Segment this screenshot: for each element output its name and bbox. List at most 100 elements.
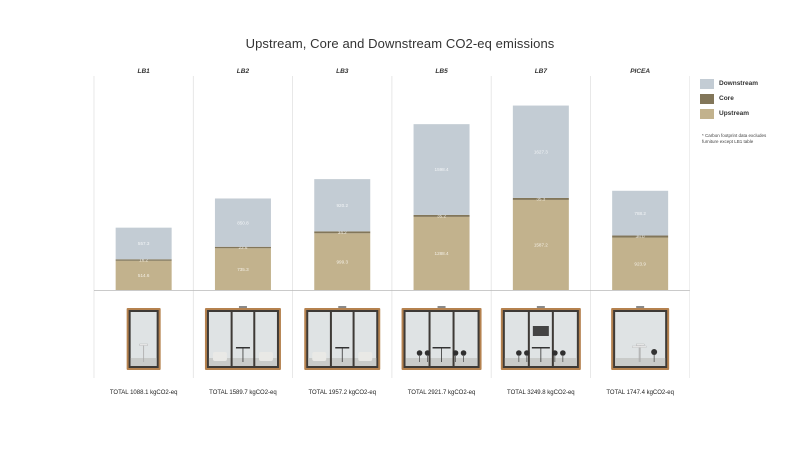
category-label-lb7: LB7 xyxy=(535,68,548,75)
pod-table-lb7 xyxy=(531,347,550,349)
bar-downstream-lb3 xyxy=(314,179,371,232)
pod-chair-lb7-3 xyxy=(560,350,566,356)
pod-table-picea xyxy=(632,345,647,348)
value-label-upstream-lb7: 1587.2 xyxy=(534,243,548,248)
pod-mullion-lb2-1 xyxy=(230,312,233,366)
value-label-core-picea: 36.0 xyxy=(636,234,645,239)
pod-top-vent-picea xyxy=(636,306,645,308)
bar-core-lb2 xyxy=(214,246,271,249)
legend-label-core: Core xyxy=(719,95,734,102)
pod-illustration-lb1 xyxy=(126,308,161,370)
total-label-lb3: TOTAL 1957.2 kgCO2-eq xyxy=(308,390,376,396)
value-label-upstream-picea: 923.9 xyxy=(634,261,646,266)
pod-sofa-right-lb3 xyxy=(358,352,373,361)
value-label-downstream-lb7: 1627.3 xyxy=(534,149,548,154)
pod-illustration-lb7 xyxy=(500,306,581,370)
category-label-picea: PICEA xyxy=(630,68,650,75)
pod-illustration-lb2 xyxy=(204,306,281,370)
pod-top-vent-lb7 xyxy=(536,306,545,308)
pod-chair-lb7-2 xyxy=(552,350,558,356)
footnote: * Carbon footprint data excludes furnitu… xyxy=(702,133,767,144)
total-label-lb5: TOTAL 2921.7 kgCO2-eq xyxy=(408,390,476,396)
pod-mullion-lb3-1 xyxy=(329,312,332,366)
pod-mullion-lb7-2 xyxy=(551,312,554,366)
bar-core-lb5 xyxy=(413,214,470,217)
pod-chair-lb7-1 xyxy=(524,350,530,356)
pod-stool-lb1 xyxy=(139,343,148,346)
legend-swatch-core xyxy=(700,93,714,104)
pod-illustration-lb5 xyxy=(401,306,482,370)
pod-illustration-lb3 xyxy=(304,306,381,370)
pod-chair-lb5-1 xyxy=(424,350,431,356)
pod-table-lb2 xyxy=(235,347,250,349)
pod-sofa-left-lb2 xyxy=(212,352,227,361)
bar-downstream-picea xyxy=(612,190,669,236)
pod-table-lb5 xyxy=(432,347,451,349)
legend: Downstream Core Upstream * Carbon footpr… xyxy=(700,76,795,145)
pod-top-vent-lb3 xyxy=(338,306,347,308)
legend-label-downstream: Downstream xyxy=(719,80,759,87)
bar-downstream-lb1 xyxy=(115,227,172,260)
pod-mullion-lb2-2 xyxy=(253,312,256,366)
value-label-downstream-lb5: 1598.4 xyxy=(435,167,449,172)
bar-upstream-picea xyxy=(612,237,669,290)
legend-swatch-upstream xyxy=(700,108,714,119)
pod-mullion-lb5-1 xyxy=(428,312,431,366)
value-label-core-lb7: 35.3 xyxy=(536,197,545,202)
bar-core-lb3 xyxy=(314,231,371,234)
pod-sofa-left-lb3 xyxy=(312,352,327,361)
category-label-lb2: LB2 xyxy=(237,68,250,75)
category-label-lb5: LB5 xyxy=(435,68,448,75)
pod-chair-lb5-2 xyxy=(452,350,459,356)
value-label-downstream-lb1: 557.3 xyxy=(138,241,150,246)
bar-upstream-lb5 xyxy=(413,216,470,290)
legend-item-upstream: Upstream xyxy=(700,106,795,121)
value-label-upstream-lb1: 514.6 xyxy=(138,273,150,278)
value-label-core-lb2: 23.6 xyxy=(238,245,247,250)
pod-table-lb3 xyxy=(335,347,350,349)
chart-title: Upstream, Core and Downstream CO2-eq emi… xyxy=(245,36,555,51)
bar-upstream-lb7 xyxy=(512,199,569,290)
pod-mullion-lb3-2 xyxy=(352,312,355,366)
bar-downstream-lb5 xyxy=(413,124,470,215)
pod-mullion-lb7-1 xyxy=(527,312,530,366)
bar-upstream-lb3 xyxy=(314,233,371,290)
value-label-upstream-lb2: 735.3 xyxy=(237,267,249,272)
pod-chair-lb5-0 xyxy=(416,350,423,356)
category-label-lb3: LB3 xyxy=(336,68,349,75)
legend-label-upstream: Upstream xyxy=(719,110,749,117)
total-label-picea: TOTAL 1747.4 kgCO2-eq xyxy=(606,390,674,396)
value-label-upstream-lb5: 1288.4 xyxy=(435,251,449,256)
pod-stool-picea xyxy=(636,343,645,346)
pod-top-vent-lb5 xyxy=(437,306,446,308)
total-label-lb7: TOTAL 3249.8 kgCO2-eq xyxy=(507,390,575,396)
legend-item-core: Core xyxy=(700,91,795,106)
legend-item-downstream: Downstream xyxy=(700,76,795,91)
chart-svg: LB1 514.6 16.2 557.3 TOTAL 1088.1 kgCO2-eq LB… xyxy=(93,68,690,396)
value-label-downstream-lb3: 920.2 xyxy=(337,203,349,208)
legend-swatch-downstream xyxy=(700,78,714,89)
pod-chair-lb5-3 xyxy=(460,350,467,356)
value-label-core-lb3: 34.2 xyxy=(338,230,347,235)
pod-mullion-lb5-2 xyxy=(452,312,455,366)
pod-screen-lb7 xyxy=(532,326,549,336)
bar-downstream-lb7 xyxy=(512,105,569,198)
pod-sofa-right-lb2 xyxy=(258,352,273,361)
value-label-core-lb5: 35.2 xyxy=(437,214,446,219)
value-label-upstream-lb3: 999.3 xyxy=(337,259,349,264)
pod-chair-lb7-0 xyxy=(516,350,522,356)
total-label-lb1: TOTAL 1088.1 kgCO2-eq xyxy=(110,390,178,396)
pod-illustration-picea xyxy=(611,306,670,370)
bar-upstream-lb1 xyxy=(115,260,172,290)
value-label-downstream-picea: 788.2 xyxy=(634,211,646,216)
category-label-lb1: LB1 xyxy=(138,68,151,75)
total-label-lb2: TOTAL 1589.7 kgCO2-eq xyxy=(209,390,277,396)
value-label-downstream-lb2: 850.8 xyxy=(237,220,249,225)
bar-core-picea xyxy=(612,235,669,238)
bar-upstream-lb2 xyxy=(214,248,271,290)
pod-chair-picea xyxy=(651,349,658,355)
value-label-core-lb1: 16.2 xyxy=(139,258,148,263)
bar-core-lb7 xyxy=(512,197,569,200)
bar-downstream-lb2 xyxy=(214,198,271,247)
